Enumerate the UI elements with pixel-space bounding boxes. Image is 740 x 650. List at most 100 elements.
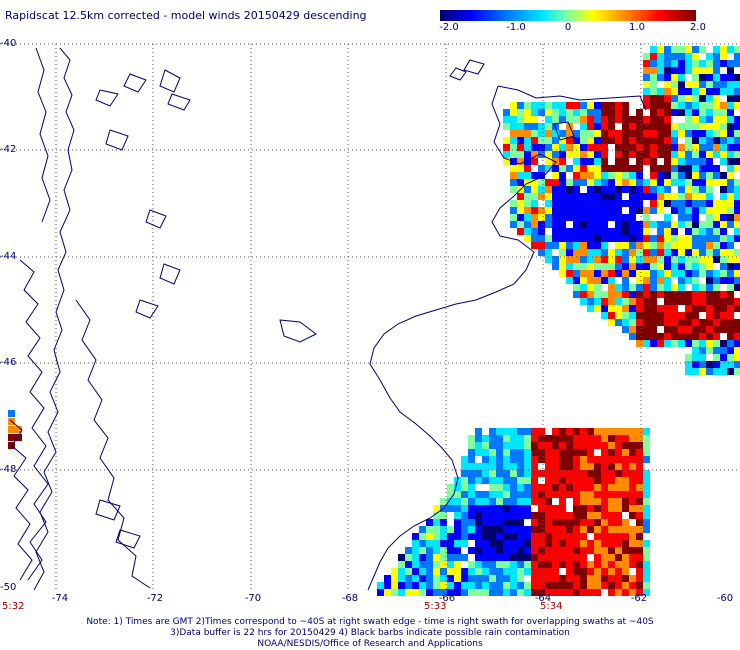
wind-cell bbox=[601, 498, 608, 505]
wind-cell bbox=[594, 137, 601, 144]
wind-cell bbox=[664, 81, 671, 88]
wind-cell bbox=[692, 193, 699, 200]
wind-cell bbox=[699, 165, 706, 172]
wind-cell bbox=[594, 235, 601, 242]
wind-cell bbox=[517, 575, 524, 582]
wind-cell bbox=[706, 53, 713, 60]
wind-cell bbox=[615, 284, 622, 291]
colorbar-tick: 2.0 bbox=[690, 22, 706, 33]
wind-cell bbox=[419, 540, 426, 547]
wind-cell bbox=[587, 221, 594, 228]
wind-cell bbox=[482, 554, 489, 561]
footnote-line: NOAA/NESDIS/Office of Research and Appli… bbox=[257, 639, 483, 649]
wind-cell bbox=[587, 200, 594, 207]
lat-label: -44 bbox=[0, 251, 17, 262]
wind-cell bbox=[636, 589, 643, 596]
wind-cell bbox=[734, 284, 740, 291]
wind-cell bbox=[573, 568, 580, 575]
wind-cell bbox=[587, 442, 594, 449]
wind-cell bbox=[629, 484, 636, 491]
wind-cell bbox=[573, 477, 580, 484]
wind-cell bbox=[573, 291, 580, 298]
wind-cell bbox=[489, 589, 496, 596]
wind-cell bbox=[636, 319, 643, 326]
wind-cell bbox=[727, 123, 734, 130]
wind-cell bbox=[447, 540, 454, 547]
wind-cell bbox=[482, 540, 489, 547]
wind-cell bbox=[545, 463, 552, 470]
wind-cell bbox=[510, 102, 517, 109]
wind-cell bbox=[496, 519, 503, 526]
wind-cell bbox=[524, 137, 531, 144]
wind-cell bbox=[601, 291, 608, 298]
wind-cell bbox=[580, 200, 587, 207]
wind-cell bbox=[475, 533, 482, 540]
wind-cell bbox=[517, 435, 524, 442]
wind-cell bbox=[643, 74, 650, 81]
wind-cell bbox=[713, 46, 720, 53]
wind-cell bbox=[461, 484, 468, 491]
wind-cell bbox=[706, 179, 713, 186]
wind-cell bbox=[671, 249, 678, 256]
wind-cell bbox=[643, 333, 650, 340]
wind-cell bbox=[671, 319, 678, 326]
wind-cell bbox=[671, 298, 678, 305]
wind-cell bbox=[482, 477, 489, 484]
wind-cell bbox=[545, 456, 552, 463]
wind-cell bbox=[699, 249, 706, 256]
wind-cell bbox=[727, 277, 734, 284]
wind-cell bbox=[657, 284, 664, 291]
wind-cell bbox=[699, 88, 706, 95]
wind-cell bbox=[685, 340, 692, 347]
wind-cell bbox=[706, 347, 713, 354]
wind-cell bbox=[720, 60, 727, 67]
wind-cell bbox=[692, 207, 699, 214]
wind-cell bbox=[608, 470, 615, 477]
wind-cell bbox=[636, 519, 643, 526]
wind-cell bbox=[643, 228, 650, 235]
wind-cell bbox=[650, 109, 657, 116]
wind-cell bbox=[615, 186, 622, 193]
wind-cell bbox=[391, 589, 398, 596]
wind-cell bbox=[608, 533, 615, 540]
wind-cell bbox=[8, 410, 15, 417]
wind-cell bbox=[594, 498, 601, 505]
wind-cell bbox=[622, 214, 629, 221]
wind-cell bbox=[636, 340, 643, 347]
wind-cell bbox=[622, 326, 629, 333]
wind-cell bbox=[538, 235, 545, 242]
wind-cell bbox=[601, 442, 608, 449]
wind-cell bbox=[510, 442, 517, 449]
wind-cell bbox=[622, 249, 629, 256]
wind-cell bbox=[412, 554, 419, 561]
wind-cell bbox=[8, 434, 15, 441]
wind-cell bbox=[608, 165, 615, 172]
wind-cell bbox=[615, 435, 622, 442]
wind-cell bbox=[510, 186, 517, 193]
wind-cell bbox=[629, 151, 636, 158]
wind-cell bbox=[685, 298, 692, 305]
wind-cell bbox=[706, 200, 713, 207]
wind-cell bbox=[559, 137, 566, 144]
wind-cell bbox=[566, 491, 573, 498]
wind-cell bbox=[720, 102, 727, 109]
wind-cell bbox=[573, 582, 580, 589]
wind-cell bbox=[559, 449, 566, 456]
wind-cell bbox=[482, 512, 489, 519]
wind-cell bbox=[517, 519, 524, 526]
wind-cell bbox=[482, 589, 489, 596]
wind-cell bbox=[594, 256, 601, 263]
wind-cell bbox=[475, 470, 482, 477]
wind-cell bbox=[727, 221, 734, 228]
wind-cell bbox=[720, 158, 727, 165]
wind-cell bbox=[594, 435, 601, 442]
wind-cell bbox=[496, 540, 503, 547]
wind-cell bbox=[573, 435, 580, 442]
wind-cell bbox=[629, 505, 636, 512]
wind-cell bbox=[433, 526, 440, 533]
wind-cell bbox=[503, 526, 510, 533]
wind-cell bbox=[552, 214, 559, 221]
wind-cell bbox=[622, 305, 629, 312]
wind-cell bbox=[601, 116, 608, 123]
wind-cell bbox=[622, 442, 629, 449]
